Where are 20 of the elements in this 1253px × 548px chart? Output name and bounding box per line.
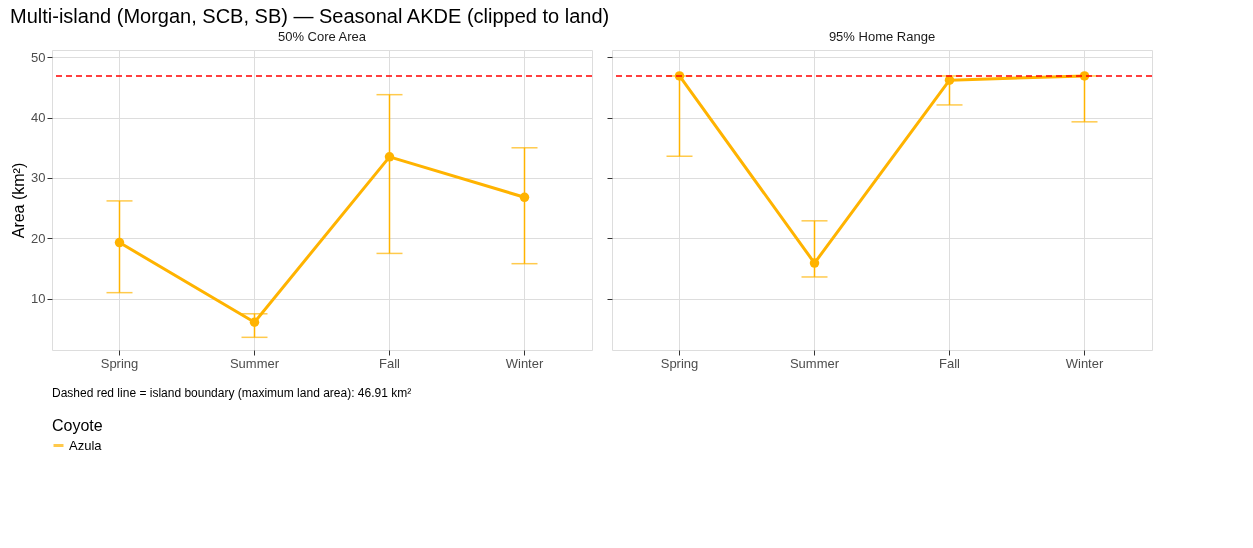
x-tick-label: Winter bbox=[505, 355, 544, 371]
y-axis-title: Area (km²) bbox=[10, 162, 28, 239]
x-tick-label: Winter bbox=[1065, 355, 1104, 371]
x-tick-label: Fall bbox=[939, 355, 961, 371]
y-tick-label: 40 bbox=[31, 110, 46, 126]
y-tick-label: 30 bbox=[31, 170, 46, 186]
chart-subtitle: 95% Home Range bbox=[828, 29, 936, 44]
x-tick-label: Spring bbox=[100, 355, 139, 371]
x-tick-label: Summer bbox=[789, 355, 840, 371]
x-tick-label: Spring bbox=[660, 355, 699, 371]
y-tick-label: 20 bbox=[31, 230, 46, 246]
x-tick-label: Fall bbox=[379, 355, 401, 371]
y-tick-label: 10 bbox=[31, 291, 46, 307]
text: Dashed red line = island boundary (maximum land area): 46.91 km² bbox=[52, 386, 412, 400]
chart-subtitle: 50% Core Area bbox=[277, 29, 367, 44]
chart-title: Multi-island (Morgan, SCB, SB) — Seasonal AKDE (clipped to land) bbox=[10, 4, 610, 27]
x-tick-label: Summer bbox=[229, 355, 280, 371]
legend-title: Coyote bbox=[52, 417, 103, 434]
y-tick-label: 50 bbox=[31, 49, 46, 65]
legend-label: Azula bbox=[69, 437, 103, 453]
